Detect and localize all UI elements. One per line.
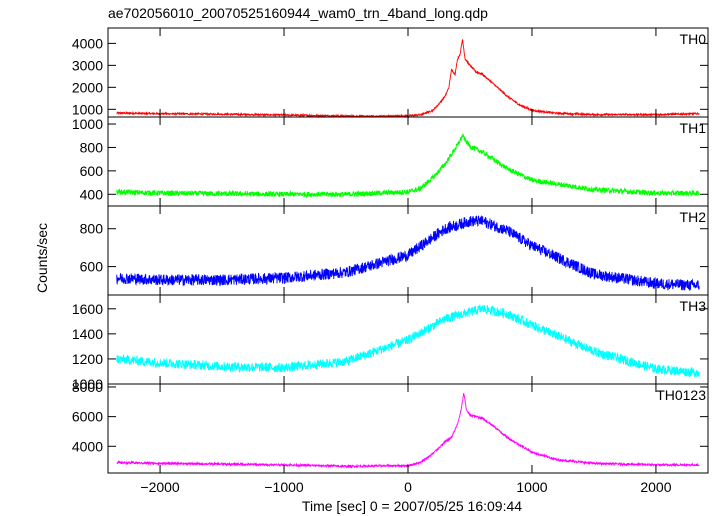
y-tick-label: 1000 xyxy=(72,116,103,132)
x-tick-label: 1000 xyxy=(516,479,547,495)
x-tick-label: 2000 xyxy=(640,479,671,495)
x-tick-label: −2000 xyxy=(140,479,180,495)
y-tick-label: 400 xyxy=(80,186,104,202)
series-th0123 xyxy=(116,392,700,469)
y-tick-label: 4000 xyxy=(72,438,103,454)
x-tick-label: 0 xyxy=(404,479,412,495)
y-tick-label: 1000 xyxy=(72,376,103,392)
panel-label: TH2 xyxy=(680,209,707,225)
panel-label: TH0 xyxy=(680,31,707,47)
panel-frame xyxy=(107,383,709,474)
y-tick-label: 600 xyxy=(80,163,104,179)
x-axis-label: Time [sec] 0 = 2007/05/25 16:09:44 xyxy=(302,498,522,514)
y-tick-label: 4000 xyxy=(72,35,103,51)
y-tick-label: 800 xyxy=(80,139,104,155)
panel-label: TH0123 xyxy=(656,387,706,403)
panel-th1: 400 600 800 1000 TH1 xyxy=(72,116,709,207)
y-tick-label: 1400 xyxy=(72,326,103,342)
y-tick-label: 3000 xyxy=(72,57,103,73)
panel-th2: 600 800 TH2 xyxy=(80,205,709,296)
series-th0 xyxy=(116,39,700,119)
series-th3 xyxy=(116,303,700,378)
y-tick-label: 8000 xyxy=(72,379,103,395)
y-tick-label: 600 xyxy=(80,259,104,275)
y-tick-label: 1600 xyxy=(72,301,103,317)
series-th2 xyxy=(116,215,700,292)
chart-title: ae702056010_20070525160944_wam0_trn_4ban… xyxy=(108,5,488,21)
y-tick-label: 6000 xyxy=(72,409,103,425)
panel-th0: 1000 2000 3000 4000 TH0 xyxy=(72,27,709,119)
y-tick-label: 2000 xyxy=(72,79,103,95)
panel-th0123: 4000 6000 8000 TH0123 xyxy=(72,379,709,474)
x-tick-label: −1000 xyxy=(264,479,304,495)
panel-label: TH1 xyxy=(680,120,707,136)
panel-label: TH3 xyxy=(680,298,707,314)
y-tick-label: 1000 xyxy=(72,101,103,117)
y-tick-label: 1200 xyxy=(72,351,103,367)
panels-group: 1000 2000 3000 4000 TH0 400 600 800 1000 TH1 600 80… xyxy=(72,27,709,495)
panel-frame xyxy=(107,27,709,118)
y-tick-label: 800 xyxy=(80,221,104,237)
series-th1 xyxy=(116,132,700,199)
y-axis-label: Counts/sec xyxy=(34,223,50,293)
panel-th3: 1000 1200 1400 1600 TH3 xyxy=(72,294,709,392)
